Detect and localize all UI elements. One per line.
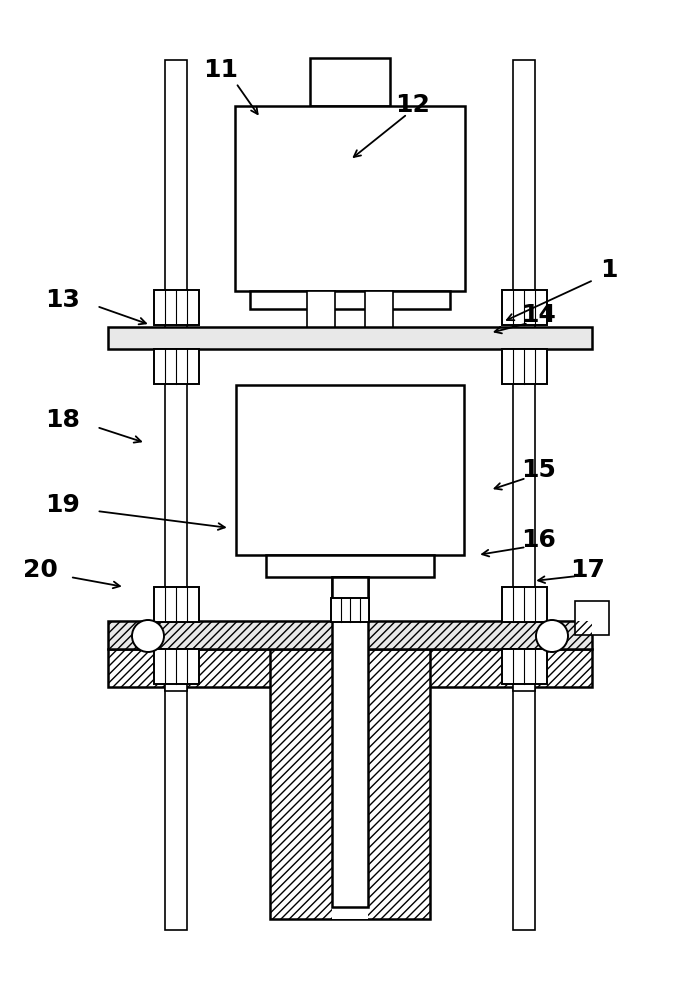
Bar xyxy=(266,555,434,577)
Bar xyxy=(108,621,592,649)
Bar xyxy=(235,106,465,291)
Text: 20: 20 xyxy=(23,558,58,582)
Bar xyxy=(153,349,199,384)
Text: 16: 16 xyxy=(522,528,556,552)
Bar xyxy=(501,587,547,622)
Bar xyxy=(513,60,535,930)
Bar xyxy=(270,649,430,919)
Bar xyxy=(310,58,390,106)
Bar xyxy=(153,587,199,622)
Bar xyxy=(332,649,368,919)
Bar xyxy=(153,649,199,684)
Bar xyxy=(108,327,592,349)
Text: 1: 1 xyxy=(601,258,617,282)
Bar xyxy=(365,291,393,329)
Bar xyxy=(165,649,187,691)
Text: 12: 12 xyxy=(395,93,430,117)
Bar xyxy=(331,598,369,622)
Bar xyxy=(332,577,368,649)
Text: 13: 13 xyxy=(46,288,80,312)
Bar xyxy=(501,349,547,384)
Circle shape xyxy=(536,620,568,652)
Text: 14: 14 xyxy=(522,303,556,327)
Bar xyxy=(236,385,464,555)
Text: 11: 11 xyxy=(203,58,238,82)
Bar xyxy=(165,60,187,930)
Bar xyxy=(250,291,450,309)
Bar xyxy=(153,290,199,325)
Bar xyxy=(575,601,609,635)
Bar xyxy=(108,621,592,649)
Bar xyxy=(501,290,547,325)
Bar xyxy=(513,649,535,691)
Bar xyxy=(332,577,368,907)
Text: 18: 18 xyxy=(46,408,80,432)
Circle shape xyxy=(132,620,164,652)
Bar xyxy=(307,291,335,329)
Bar xyxy=(501,649,547,684)
Text: 19: 19 xyxy=(46,493,80,517)
Bar xyxy=(108,649,592,687)
Text: 17: 17 xyxy=(570,558,606,582)
Text: 15: 15 xyxy=(522,458,556,482)
